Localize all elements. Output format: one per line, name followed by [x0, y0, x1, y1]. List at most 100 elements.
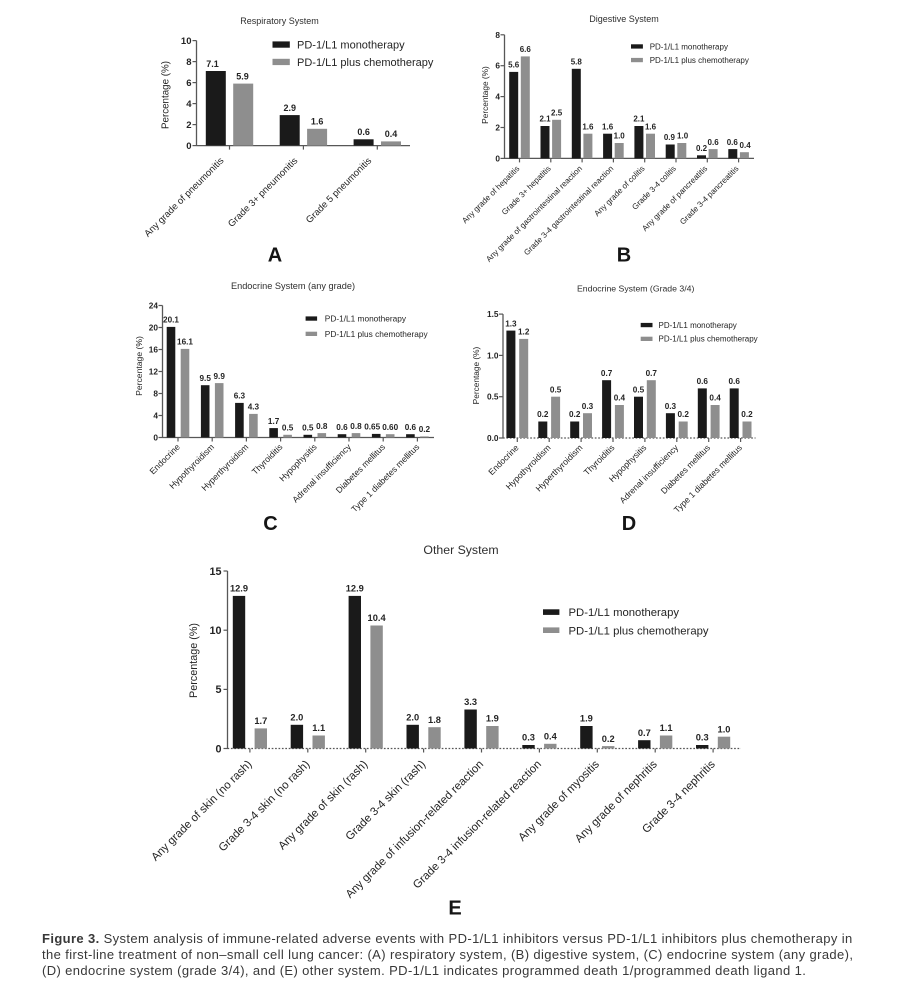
svg-text:0.5: 0.5 — [633, 385, 645, 394]
svg-text:0.5: 0.5 — [550, 385, 562, 394]
svg-text:C: C — [263, 513, 277, 535]
svg-text:Percentage (%): Percentage (%) — [134, 336, 144, 396]
svg-text:0.6: 0.6 — [729, 377, 741, 386]
svg-text:4.3: 4.3 — [248, 403, 260, 412]
svg-text:PD-1/L1 monotherapy: PD-1/L1 monotherapy — [650, 42, 728, 51]
svg-text:0.4: 0.4 — [709, 394, 721, 403]
svg-text:0.2: 0.2 — [537, 410, 549, 419]
svg-text:0.5: 0.5 — [282, 423, 294, 432]
svg-text:PD-1/L1 monotherapy: PD-1/L1 monotherapy — [325, 314, 407, 324]
svg-text:2.1: 2.1 — [539, 115, 551, 124]
svg-text:0.7: 0.7 — [646, 369, 658, 378]
svg-text:1.9: 1.9 — [580, 714, 593, 724]
svg-text:4: 4 — [186, 99, 192, 110]
svg-text:0.2: 0.2 — [696, 144, 708, 153]
svg-text:0.2: 0.2 — [419, 425, 431, 434]
svg-text:0: 0 — [186, 141, 191, 152]
svg-text:2.5: 2.5 — [551, 109, 563, 118]
svg-text:Any grade of skin (no rash): Any grade of skin (no rash) — [149, 758, 254, 863]
svg-text:0.5: 0.5 — [487, 392, 499, 402]
svg-text:0.8: 0.8 — [350, 422, 362, 431]
svg-text:15: 15 — [209, 566, 221, 578]
svg-text:0.8: 0.8 — [316, 422, 328, 431]
svg-text:0.2: 0.2 — [602, 734, 615, 744]
svg-text:1.6: 1.6 — [582, 122, 594, 131]
svg-text:1.1: 1.1 — [312, 723, 325, 733]
svg-text:PD-1/L1 monotherapy: PD-1/L1 monotherapy — [659, 321, 737, 330]
svg-text:1.6: 1.6 — [645, 122, 657, 131]
svg-text:1.7: 1.7 — [254, 716, 267, 726]
svg-text:PD-1/L1 plus chemotherapy: PD-1/L1 plus chemotherapy — [569, 625, 709, 637]
svg-text:Endocrine System (any grade): Endocrine System (any grade) — [231, 281, 355, 291]
svg-text:1.5: 1.5 — [487, 309, 499, 319]
svg-text:1.6: 1.6 — [311, 117, 324, 127]
svg-text:A: A — [268, 245, 282, 267]
svg-text:9.9: 9.9 — [214, 372, 226, 381]
svg-text:0.0: 0.0 — [487, 433, 499, 443]
svg-text:5.9: 5.9 — [236, 71, 249, 81]
svg-text:8: 8 — [495, 30, 500, 40]
svg-text:Respiratory System: Respiratory System — [240, 16, 319, 26]
svg-text:0.6: 0.6 — [708, 138, 720, 147]
svg-text:5: 5 — [215, 684, 221, 696]
svg-text:20.1: 20.1 — [163, 316, 179, 325]
svg-text:6.3: 6.3 — [234, 392, 246, 401]
svg-text:0.4: 0.4 — [544, 732, 558, 742]
svg-text:Grade 3+ pneumonitis: Grade 3+ pneumonitis — [226, 155, 300, 229]
svg-text:Any grade of hepatitis: Any grade of hepatitis — [460, 164, 521, 225]
svg-text:0.3: 0.3 — [522, 733, 535, 743]
svg-text:Grade 3-4 pancreatitis: Grade 3-4 pancreatitis — [678, 164, 740, 226]
svg-text:Percentage (%): Percentage (%) — [188, 623, 200, 698]
svg-text:16.1: 16.1 — [177, 338, 193, 347]
svg-text:16: 16 — [149, 345, 159, 355]
svg-text:Percentage (%): Percentage (%) — [471, 346, 481, 404]
svg-text:2.0: 2.0 — [406, 713, 419, 723]
svg-text:0.6: 0.6 — [405, 423, 417, 432]
svg-text:6: 6 — [186, 78, 191, 89]
svg-text:9.5: 9.5 — [200, 374, 212, 383]
svg-text:12.9: 12.9 — [346, 584, 364, 594]
svg-text:Percentage (%): Percentage (%) — [160, 61, 171, 129]
svg-text:Adrenal insufficiency: Adrenal insufficiency — [618, 442, 681, 505]
svg-text:0.4: 0.4 — [614, 394, 626, 403]
svg-text:1.0: 1.0 — [487, 350, 499, 360]
svg-text:1.0: 1.0 — [718, 724, 731, 734]
svg-text:Percentage (%): Percentage (%) — [480, 66, 490, 124]
svg-text:1.6: 1.6 — [602, 122, 614, 131]
svg-text:0.5: 0.5 — [302, 423, 314, 432]
svg-text:D: D — [622, 513, 636, 535]
svg-text:0: 0 — [495, 153, 500, 163]
svg-text:1.0: 1.0 — [614, 132, 626, 141]
svg-text:12.9: 12.9 — [230, 584, 248, 594]
svg-text:0.6: 0.6 — [336, 423, 348, 432]
svg-text:4: 4 — [495, 92, 500, 102]
svg-text:0.2: 0.2 — [569, 410, 581, 419]
svg-text:6.6: 6.6 — [520, 45, 532, 54]
svg-text:0.7: 0.7 — [601, 369, 613, 378]
svg-text:10: 10 — [181, 36, 192, 47]
svg-text:10.4: 10.4 — [368, 613, 387, 623]
svg-text:0.6: 0.6 — [727, 138, 739, 147]
svg-text:0.3: 0.3 — [665, 402, 677, 411]
svg-text:1.0: 1.0 — [677, 132, 689, 141]
svg-text:0.9: 0.9 — [664, 133, 676, 142]
svg-text:0.65: 0.65 — [364, 423, 380, 432]
svg-text:1.1: 1.1 — [660, 723, 673, 733]
svg-text:PD-1/L1 plus chemotherapy: PD-1/L1 plus chemotherapy — [659, 335, 758, 344]
svg-text:E: E — [448, 898, 461, 920]
svg-text:Other System: Other System — [423, 543, 498, 557]
svg-text:10: 10 — [209, 625, 221, 637]
svg-text:0.2: 0.2 — [678, 410, 690, 419]
svg-text:PD-1/L1 monotherapy: PD-1/L1 monotherapy — [569, 607, 680, 619]
svg-text:0: 0 — [153, 433, 158, 443]
svg-text:Endocrine: Endocrine — [147, 442, 182, 477]
svg-text:Digestive System: Digestive System — [589, 14, 659, 24]
svg-text:12: 12 — [149, 367, 159, 377]
svg-text:2.0: 2.0 — [290, 713, 303, 723]
svg-text:B: B — [617, 245, 631, 267]
svg-text:5.8: 5.8 — [571, 58, 583, 67]
svg-text:PD-1/L1 monotherapy: PD-1/L1 monotherapy — [297, 40, 405, 52]
svg-text:0.7: 0.7 — [638, 728, 651, 738]
svg-text:1.9: 1.9 — [486, 714, 499, 724]
svg-text:0.3: 0.3 — [582, 402, 594, 411]
